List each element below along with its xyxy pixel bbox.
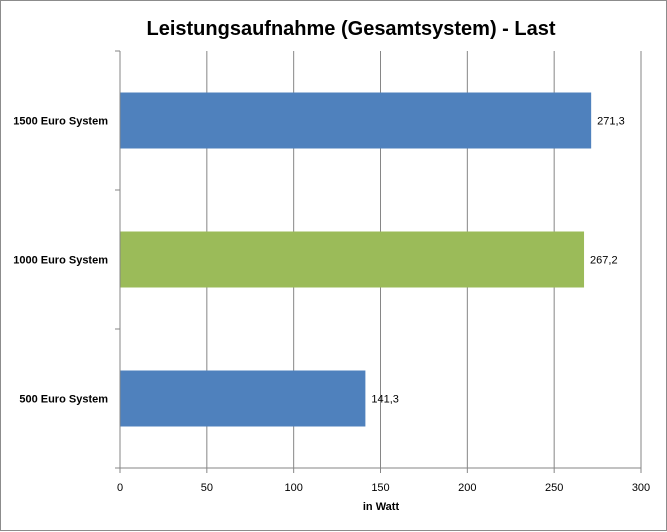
category-label: 500 Euro System (19, 394, 108, 406)
bars (120, 92, 592, 427)
bar-2 (120, 231, 585, 288)
chart-title: Leistungsaufnahme (Gesamtsystem) - Last (147, 18, 556, 40)
x-tick-label: 50 (201, 482, 213, 494)
x-tick-label: 0 (117, 482, 123, 494)
data-label: 267,2 (590, 255, 618, 267)
category-label: 1000 Euro System (13, 255, 108, 267)
category-label: 1500 Euro System (13, 116, 108, 128)
x-tick-label: 250 (545, 482, 563, 494)
x-axis-title: in Watt (363, 501, 400, 513)
data-label: 271,3 (597, 116, 625, 128)
x-tick-label: 200 (458, 482, 476, 494)
x-tick-label: 300 (632, 482, 650, 494)
bar-1 (120, 92, 592, 149)
labels: 0 50 100 150 200 250 300 1500 Euro System 271,3 1… (13, 116, 650, 495)
x-tick-label: 150 (371, 482, 389, 494)
x-tick-label: 100 (284, 482, 302, 494)
bar-3 (120, 370, 366, 427)
data-label: 141,3 (371, 394, 399, 406)
axes (115, 50, 642, 473)
